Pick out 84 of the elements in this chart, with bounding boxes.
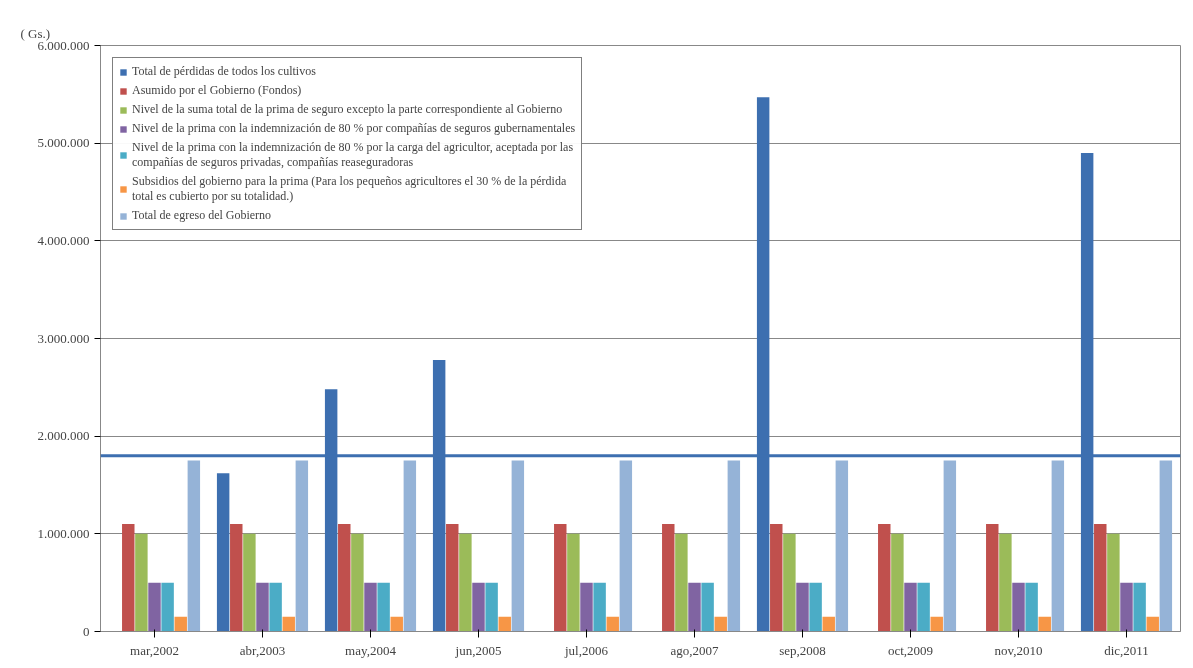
bar xyxy=(256,582,269,632)
x-tick-label: may,2004 xyxy=(345,642,397,658)
x-tick-label: ago,2007 xyxy=(670,642,720,658)
bar xyxy=(593,582,606,632)
legend-label: Subsidios del gobierno para la prima (Para los pequeños agricultores el 30 % de la pérdida total es cubierto por su totalidad.) xyxy=(132,174,567,204)
bar xyxy=(783,533,796,632)
bar xyxy=(770,524,783,632)
bar xyxy=(403,460,417,632)
bar xyxy=(1146,616,1159,632)
bar xyxy=(511,460,525,632)
bar xyxy=(282,616,295,632)
x-tick-label: abr,2003 xyxy=(239,642,286,658)
bar xyxy=(986,524,999,632)
bar xyxy=(1120,582,1133,632)
bar xyxy=(999,533,1012,632)
bar xyxy=(675,533,688,632)
x-tick-label: oct,2009 xyxy=(887,642,934,658)
bar xyxy=(295,460,309,632)
bar xyxy=(878,524,891,632)
bar xyxy=(891,533,904,632)
bar xyxy=(606,616,619,632)
bar xyxy=(216,473,230,632)
bar xyxy=(174,616,187,632)
x-tick-label: jul,2006 xyxy=(564,642,609,658)
bar xyxy=(554,524,567,632)
bar xyxy=(701,582,714,632)
bar xyxy=(161,582,174,632)
bar xyxy=(1094,524,1107,632)
bar xyxy=(930,616,943,632)
bar xyxy=(1051,460,1065,632)
bar xyxy=(1133,582,1146,632)
bar xyxy=(1038,616,1051,632)
bar xyxy=(835,460,849,632)
bar xyxy=(567,533,580,632)
bar xyxy=(459,533,472,632)
bar xyxy=(148,582,161,632)
bar xyxy=(688,582,701,632)
y-tick-label: 4.000.000 xyxy=(37,232,90,248)
bar xyxy=(446,524,459,632)
bar xyxy=(1025,582,1038,632)
bar xyxy=(390,616,403,632)
bar xyxy=(943,460,957,632)
bar xyxy=(187,460,201,632)
bar xyxy=(1107,533,1120,632)
bar xyxy=(338,524,351,632)
x-tick-label: sep,2008 xyxy=(779,642,826,658)
legend-label: Total de egreso del Gobierno xyxy=(132,208,272,223)
bar xyxy=(796,582,809,632)
y-tick-label: 3.000.000 xyxy=(37,330,90,346)
bar xyxy=(122,524,135,632)
legend-label: Asumido por el Gobierno (Fondos) xyxy=(132,83,302,98)
bar xyxy=(351,533,364,632)
y-tick-label: 1.000.000 xyxy=(37,525,90,541)
x-tick-label: mar,2002 xyxy=(130,642,179,658)
x-tick-label: dic,2011 xyxy=(1104,642,1149,658)
bar xyxy=(1012,582,1025,632)
bar xyxy=(485,582,498,632)
bar xyxy=(135,533,148,632)
legend-label: Nivel de la prima con la indemnización de 80 % por compañías de seguros gubernamentales xyxy=(132,121,576,136)
bar xyxy=(904,582,917,632)
x-tick-label: nov,2010 xyxy=(994,642,1043,658)
bar xyxy=(580,582,593,632)
bar xyxy=(662,524,675,632)
bar xyxy=(809,582,822,632)
bar xyxy=(498,616,511,632)
legend-label: Total de pérdidas de todos los cultivos xyxy=(132,64,316,79)
bar xyxy=(1159,460,1173,632)
legend-label: Nivel de la suma total de la prima de seguro excepto la parte correspondiente al Gobierno xyxy=(132,102,563,117)
legend-label: Nivel de la prima con la indemnización de 80 % por la carga del agricultor, aceptada por las compañías de seguros privadas, compañías reaseguradoras xyxy=(132,140,574,170)
y-tick-label: 2.000.000 xyxy=(37,428,90,444)
bar xyxy=(377,582,390,632)
bar xyxy=(269,582,282,632)
x-tick-label: jun,2005 xyxy=(454,642,502,658)
bar xyxy=(727,460,741,632)
bar xyxy=(243,533,256,632)
bar xyxy=(822,616,835,632)
bar xyxy=(619,460,633,632)
bar xyxy=(230,524,243,632)
bar xyxy=(472,582,485,632)
y-tick-label: 0 xyxy=(83,623,90,639)
bar xyxy=(364,582,377,632)
bar xyxy=(917,582,930,632)
y-tick-label: 5.000.000 xyxy=(37,135,90,151)
bar xyxy=(714,616,727,632)
